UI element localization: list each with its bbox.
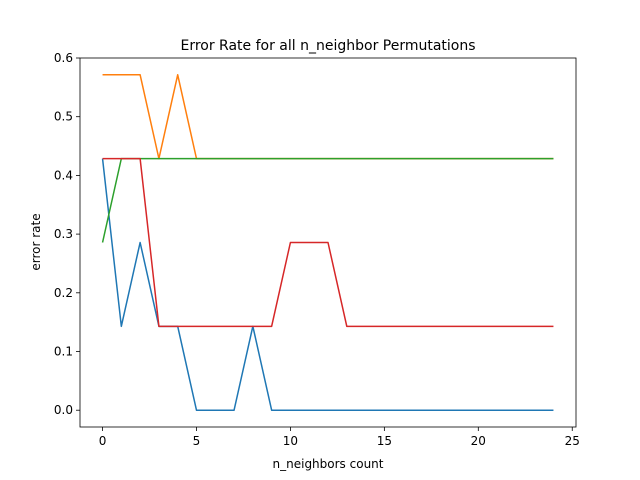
y-tick-label: 0.0 xyxy=(54,403,73,417)
y-tick-label: 0.6 xyxy=(54,51,73,65)
x-tick-label: 20 xyxy=(471,434,486,448)
y-tick-label: 0.5 xyxy=(54,110,73,124)
y-tick-label: 0.1 xyxy=(54,345,73,359)
x-tick-label: 5 xyxy=(193,434,201,448)
x-axis-label: n_neighbors count xyxy=(273,457,384,471)
series-line-4 xyxy=(102,157,554,328)
series-line-2 xyxy=(102,74,554,160)
y-tick-label: 0.2 xyxy=(54,286,73,300)
x-tick-label: 25 xyxy=(565,434,580,448)
y-tick-label: 0.4 xyxy=(54,168,73,182)
x-tick-label: 15 xyxy=(377,434,392,448)
y-tick-label: 0.3 xyxy=(54,227,73,241)
series-line-1 xyxy=(101,158,554,411)
x-tick-label: 0 xyxy=(99,434,107,448)
x-tick-label: 10 xyxy=(283,434,298,448)
axes-frame xyxy=(79,57,577,428)
chart-title: Error Rate for all n_neighbor Permutatio… xyxy=(180,38,475,54)
plot-area: 0 5 10 15 20 25 0.0 0.1 0.2 0.3 0.4 0.5 0.6 xyxy=(54,51,580,448)
series-line-3 xyxy=(101,157,554,243)
y-axis-label: error rate xyxy=(29,213,43,270)
